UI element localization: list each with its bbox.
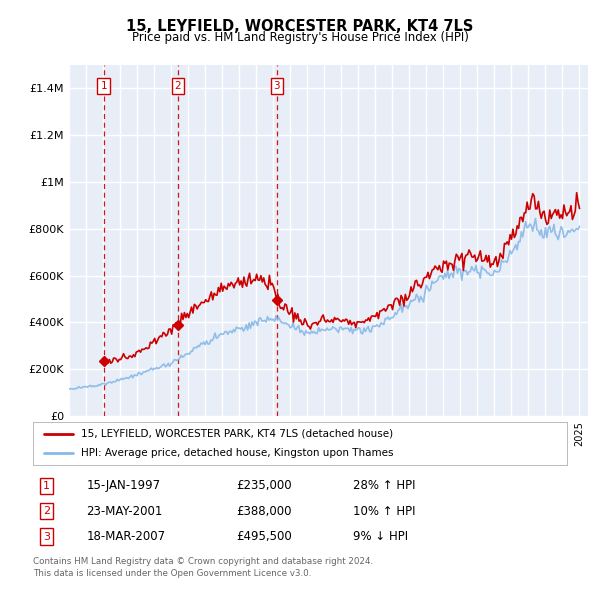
- Text: 2: 2: [175, 81, 181, 91]
- Text: Price paid vs. HM Land Registry's House Price Index (HPI): Price paid vs. HM Land Registry's House …: [131, 31, 469, 44]
- Text: Contains HM Land Registry data © Crown copyright and database right 2024.: Contains HM Land Registry data © Crown c…: [33, 557, 373, 566]
- Text: 1: 1: [100, 81, 107, 91]
- Text: £235,000: £235,000: [236, 480, 292, 493]
- Text: 15, LEYFIELD, WORCESTER PARK, KT4 7LS (detached house): 15, LEYFIELD, WORCESTER PARK, KT4 7LS (d…: [81, 429, 393, 439]
- Text: 18-MAR-2007: 18-MAR-2007: [86, 530, 166, 543]
- Text: 3: 3: [274, 81, 280, 91]
- Text: 2: 2: [43, 506, 50, 516]
- Text: 23-MAY-2001: 23-MAY-2001: [86, 504, 163, 518]
- Text: 3: 3: [43, 532, 50, 542]
- Text: 28% ↑ HPI: 28% ↑ HPI: [353, 480, 416, 493]
- Text: 15-JAN-1997: 15-JAN-1997: [86, 480, 161, 493]
- Text: £495,500: £495,500: [236, 530, 292, 543]
- Text: 10% ↑ HPI: 10% ↑ HPI: [353, 504, 416, 518]
- Text: 15, LEYFIELD, WORCESTER PARK, KT4 7LS: 15, LEYFIELD, WORCESTER PARK, KT4 7LS: [127, 19, 473, 34]
- Text: 1: 1: [43, 481, 50, 491]
- Text: £388,000: £388,000: [236, 504, 292, 518]
- Text: HPI: Average price, detached house, Kingston upon Thames: HPI: Average price, detached house, King…: [81, 448, 394, 458]
- Text: 9% ↓ HPI: 9% ↓ HPI: [353, 530, 409, 543]
- Text: This data is licensed under the Open Government Licence v3.0.: This data is licensed under the Open Gov…: [33, 569, 311, 578]
